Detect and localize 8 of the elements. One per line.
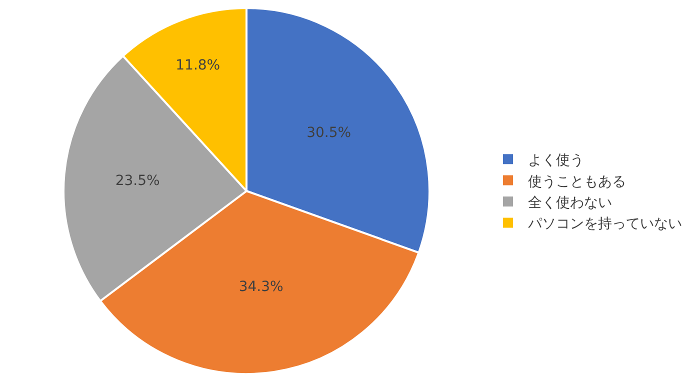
data-label: 11.8% [176,58,220,74]
data-label: 34.3% [238,279,284,296]
legend-label: 使うこともある [528,174,626,190]
legend-label: よく使う [528,152,584,169]
data-label: 23.5% [115,172,160,189]
legend-label: 全く使わない [528,194,612,211]
legend-label: パソコンを持っていない [527,216,682,232]
data-label: 30.5% [306,125,352,142]
